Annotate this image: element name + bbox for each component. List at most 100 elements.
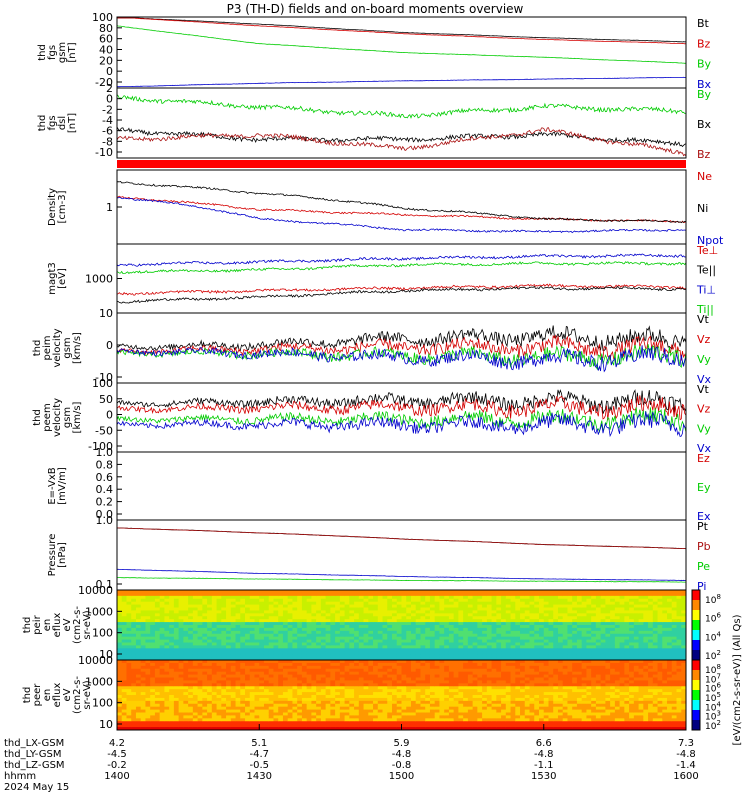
heatmap-cell — [401, 622, 407, 626]
heatmap-cell — [150, 712, 156, 716]
heatmap-cell — [278, 642, 284, 646]
heatmap-cell — [282, 616, 289, 620]
heatmap-cell — [226, 700, 232, 705]
heatmap-cell — [434, 651, 440, 655]
heatmap-cell — [572, 601, 578, 606]
heatmap-cell — [373, 622, 379, 626]
heatmap-cell — [349, 633, 355, 638]
heatmap-cell — [610, 607, 616, 611]
series-line-Pi — [117, 568, 687, 581]
heatmap-cell — [453, 724, 459, 728]
heatmap-cell — [505, 639, 512, 643]
heatmap-cell — [235, 625, 241, 629]
heatmap-cell — [358, 674, 365, 678]
heatmap-cell — [373, 607, 379, 611]
heatmap-cell — [188, 662, 194, 667]
heatmap-cell — [576, 622, 583, 626]
legend-entry: Ti⊥ — [696, 283, 716, 296]
heatmap-cell — [278, 604, 284, 608]
heatmap-cell — [216, 709, 222, 713]
heatmap-cell — [207, 660, 213, 664]
heatmap-cell — [178, 639, 184, 643]
heatmap-cell — [458, 703, 464, 708]
heatmap-cell — [117, 727, 123, 731]
heatmap-cell — [434, 724, 440, 728]
heatmap-cell — [254, 595, 260, 600]
heatmap-cell — [477, 697, 483, 702]
heatmap-cell — [586, 639, 592, 643]
heatmap-cell — [448, 700, 455, 705]
heatmap-cell — [467, 660, 474, 664]
heatmap-cell — [335, 692, 341, 696]
heatmap-cell — [576, 654, 583, 658]
heatmap-cell — [415, 721, 421, 725]
heatmap-cell — [235, 636, 241, 641]
heatmap-cell — [335, 697, 341, 702]
heatmap-cell — [505, 610, 512, 614]
heatmap-cell — [292, 695, 298, 699]
heatmap-cell — [159, 636, 165, 641]
heatmap-cell — [240, 595, 246, 600]
heatmap-cell — [629, 645, 635, 649]
heatmap-cell — [358, 677, 365, 681]
heatmap-cell — [192, 660, 199, 664]
heatmap-cell — [311, 727, 317, 731]
heatmap-cell — [311, 697, 317, 702]
heatmap-cell — [363, 610, 369, 614]
heatmap-cell — [610, 651, 616, 655]
heatmap-cell — [292, 665, 298, 670]
heatmap-cell — [211, 697, 218, 702]
heatmap-cell — [524, 604, 531, 608]
heatmap-cell — [548, 657, 554, 661]
heatmap-cell — [178, 654, 184, 658]
heatmap-cell — [273, 613, 279, 617]
heatmap-cell — [131, 636, 137, 641]
heatmap-cell — [515, 622, 521, 626]
heatmap-cell — [595, 604, 602, 608]
heatmap-cell — [406, 703, 412, 708]
heatmap-cell — [311, 709, 317, 713]
heatmap-cell — [652, 648, 659, 652]
heatmap-cell — [420, 692, 426, 696]
heatmap-cell — [496, 651, 502, 655]
heatmap-cell — [254, 630, 260, 635]
heatmap-cell — [121, 627, 127, 632]
heatmap-cell — [472, 625, 478, 629]
heatmap-cell — [458, 709, 464, 713]
heatmap-cell — [173, 633, 180, 638]
heatmap-cell — [235, 712, 241, 716]
heatmap-cell — [330, 590, 336, 594]
heatmap-cell — [349, 610, 355, 614]
heatmap-cell — [562, 607, 568, 611]
heatmap-cell — [520, 592, 526, 597]
heatmap-cell — [249, 604, 256, 608]
heatmap-cell — [121, 721, 127, 725]
heatmap-cell — [392, 721, 398, 725]
heatmap-cell — [235, 633, 241, 638]
heatmap-cell — [164, 668, 170, 673]
heatmap-cell — [140, 607, 146, 611]
heatmap-cell — [202, 645, 208, 649]
heatmap-cell — [240, 703, 246, 708]
heatmap-cell — [131, 613, 137, 617]
heatmap-cell — [401, 592, 407, 597]
heatmap-cell — [392, 590, 398, 594]
heatmap-cell — [453, 668, 459, 673]
heatmap-cell — [363, 662, 369, 667]
heatmap-cell — [629, 622, 635, 626]
heatmap-cell — [349, 677, 355, 681]
heatmap-cell — [292, 671, 298, 676]
heatmap-cell — [619, 642, 625, 646]
heatmap-cell — [633, 598, 640, 603]
heatmap-cell — [373, 715, 379, 719]
heatmap-cell — [259, 639, 265, 643]
heatmap-cell — [425, 709, 431, 713]
heatmap-cell — [173, 683, 180, 687]
heatmap-cell — [325, 651, 331, 655]
heatmap-cell — [382, 680, 388, 684]
heatmap-cell — [429, 727, 436, 731]
heatmap-cell — [662, 642, 668, 646]
heatmap-cell — [453, 700, 459, 705]
heatmap-cell — [643, 590, 649, 594]
